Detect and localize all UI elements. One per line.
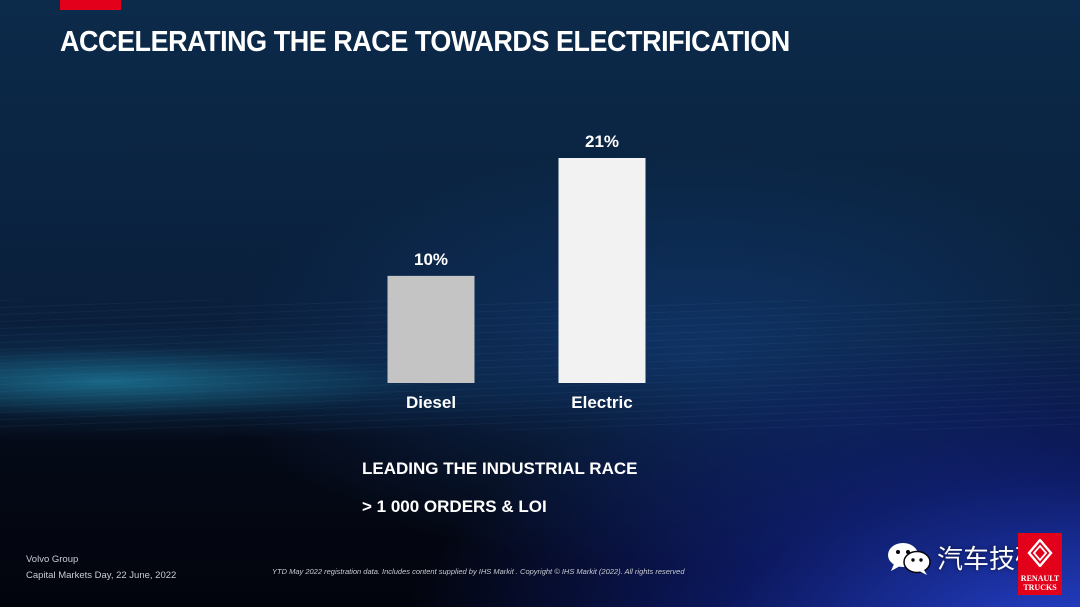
logo-text-line-2: TRUCKS: [1023, 583, 1057, 592]
category-label-diesel: Diesel: [406, 393, 456, 412]
bar-value-label-diesel: 10%: [414, 250, 448, 269]
logo-text-line-1: RENAULT: [1020, 574, 1060, 583]
bar-chart: 10% Diesel 21% Electric: [387, 132, 646, 412]
light-streaks: [0, 300, 1080, 430]
category-label-electric: Electric: [571, 393, 632, 412]
page-title: ACCELERATING THE RACE TOWARDS ELECTRIFIC…: [60, 26, 790, 58]
wechat-icon: [888, 543, 931, 575]
footer-source-note: YTD May 2022 registration data. Includes…: [272, 567, 685, 576]
highlight-line-2: > 1 000 ORDERS & LOI: [362, 497, 547, 516]
bar-value-label-electric: 21%: [585, 132, 619, 151]
footer-left: Volvo Group Capital Markets Day, 22 June…: [26, 552, 176, 584]
footer-event: Capital Markets Day, 22 June, 2022: [26, 570, 177, 581]
highlight-line-1: LEADING THE INDUSTRIAL RACE: [362, 459, 638, 478]
bar-electric: [558, 158, 646, 383]
footer-company: Volvo Group: [26, 554, 79, 565]
renault-diamond-icon: [1027, 539, 1053, 567]
bar-diesel: [387, 275, 475, 383]
accent-bar: [60, 0, 121, 10]
renault-trucks-logo: RENAULT TRUCKS: [1018, 533, 1062, 595]
